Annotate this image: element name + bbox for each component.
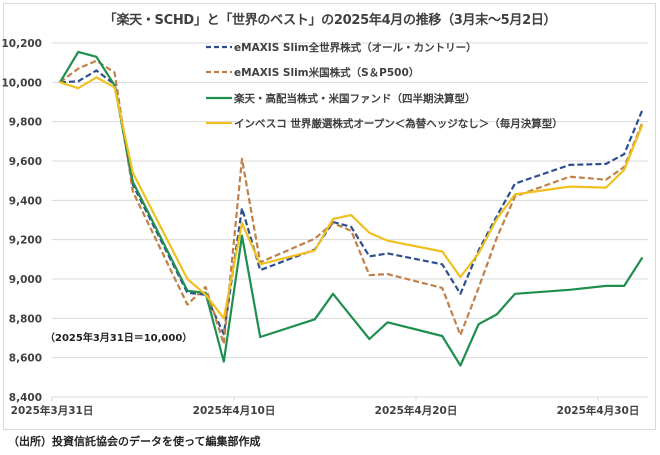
series-line-3 xyxy=(59,76,644,320)
legend-label: eMAXIS Slim全世界株式（オール・カントリー） xyxy=(234,41,477,54)
x-axis-ticks: 2025年3月31日 2025年4月10日 2025年4月20日 2025年4月30日 xyxy=(11,397,640,417)
x-tick-label: 2025年4月20日 xyxy=(375,404,458,417)
y-tick-label: 9,000 xyxy=(9,274,42,286)
y-tick-label: 9,400 xyxy=(9,195,42,207)
x-tick-label: 2025年4月10日 xyxy=(193,404,276,417)
y-axis-ticks: 10,200 10,000 9,800 9,600 9,400 9,200 9,000 8,8… xyxy=(1,38,42,404)
series-line-2 xyxy=(59,50,644,367)
x-tick-label: 2025年3月31日 xyxy=(11,404,94,417)
legend-label: 楽天・高配当株式・米国ファンド（四半期決算型） xyxy=(233,92,476,105)
chart-frame xyxy=(3,3,656,430)
baseline-annotation: （2025年3月31日＝10,000） xyxy=(45,331,192,344)
y-tick-label: 8,800 xyxy=(9,313,42,325)
x-tick-label: 2025年4月30日 xyxy=(557,404,640,417)
gridlines xyxy=(52,42,648,398)
y-tick-label: 10,200 xyxy=(1,38,42,50)
y-tick-label: 9,600 xyxy=(9,156,42,168)
series-lines xyxy=(59,50,644,367)
legend: eMAXIS Slim全世界株式（オール・カントリー） eMAXIS Slim米国… xyxy=(206,41,563,130)
y-tick-label: 10,000 xyxy=(1,77,42,89)
y-tick-label: 9,800 xyxy=(9,117,42,129)
y-tick-label: 9,200 xyxy=(9,235,42,247)
source-note: （出所）投資信託協会のデータを使って編集部作成 xyxy=(8,435,261,448)
legend-label: eMAXIS Slim米国株式（S＆P500） xyxy=(234,66,419,79)
y-tick-label: 8,400 xyxy=(9,392,42,404)
y-tick-label: 8,600 xyxy=(9,353,42,365)
legend-label: インベスコ 世界厳選株式オープン＜為替ヘッジなし＞（毎月決算型） xyxy=(234,117,563,130)
chart-title: 「楽天・SCHD」と「世界のベスト」の2025年4月の推移（3月末～5月2日） xyxy=(103,13,557,28)
